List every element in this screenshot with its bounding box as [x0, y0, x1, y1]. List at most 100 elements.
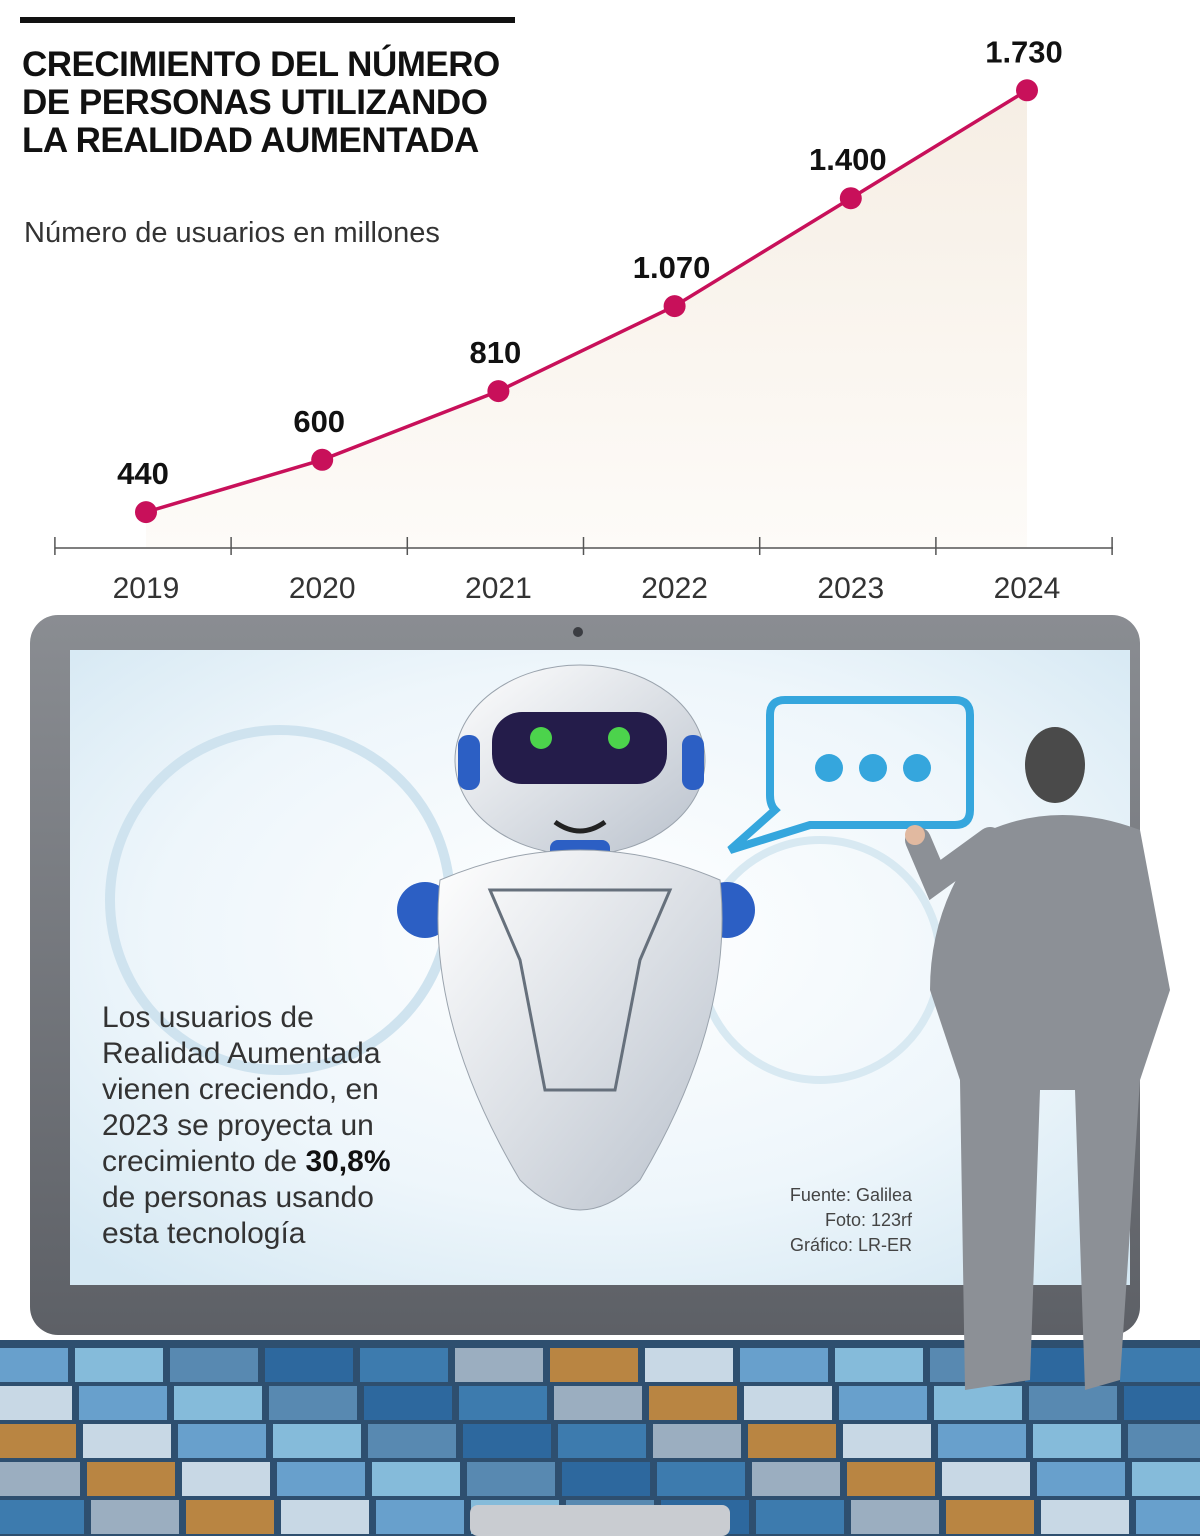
robot-ear: [458, 735, 480, 790]
keyboard-tile: [467, 1462, 555, 1496]
keyboard-tile: [376, 1500, 464, 1534]
keyboard-tile: [1136, 1500, 1200, 1534]
keyboard-tile: [562, 1462, 650, 1496]
man-head: [1025, 727, 1085, 803]
x-tick-label: 2019: [113, 572, 180, 605]
x-tick-label: 2023: [817, 572, 884, 605]
annotation-highlight: 30,8%: [305, 1145, 391, 1178]
x-tick-label: 2022: [641, 572, 708, 605]
chart-subtitle: Número de usuarios en millones: [24, 217, 440, 249]
keyboard-tile: [269, 1386, 357, 1420]
man: [905, 727, 1170, 1390]
keyboard-tiles: [0, 1348, 1200, 1534]
keyboard-tile: [0, 1462, 80, 1496]
bubble-dot: [903, 754, 931, 782]
x-tick-label: 2021: [465, 572, 532, 605]
area: [146, 90, 1027, 548]
keyboard-tile: [1132, 1462, 1200, 1496]
source: Fuente: Galilea: [790, 1185, 913, 1205]
x-tick-label: 2020: [289, 572, 356, 605]
keyboard-tile: [1124, 1386, 1200, 1420]
keyboard-tile: [1033, 1424, 1121, 1458]
keyboard-tile: [372, 1462, 460, 1496]
data-label: 810: [470, 335, 522, 370]
keyboard-tile: [653, 1424, 741, 1458]
keyboard-tile: [847, 1462, 935, 1496]
keyboard-tile: [752, 1462, 840, 1496]
webcam: [573, 627, 583, 637]
keyboard-tile: [364, 1386, 452, 1420]
data-point: [311, 448, 334, 471]
decoration: [0, 17, 1200, 1536]
keyboard-tile: [748, 1424, 836, 1458]
keyboard-tile: [281, 1500, 369, 1534]
robot-smile: [553, 819, 607, 834]
keyboard-tile: [843, 1424, 931, 1458]
robot-body: [437, 849, 723, 1211]
keyboard-tile: [835, 1348, 923, 1382]
keyboard-tile: [1120, 1348, 1200, 1382]
keyboard-tile: [554, 1386, 642, 1420]
keyboard-tile: [277, 1462, 365, 1496]
keyboard-tile: [649, 1386, 737, 1420]
keyboard-tile: [657, 1462, 745, 1496]
keyboard-tile: [550, 1348, 638, 1382]
man-suit: [930, 815, 1170, 1390]
robot-eye: [530, 727, 552, 749]
data-label: 1.730: [985, 34, 1063, 69]
keyboard-tile: [360, 1348, 448, 1382]
data-point: [839, 187, 862, 210]
keyboard-tile: [0, 1424, 76, 1458]
keyboard-tile: [459, 1386, 547, 1420]
keyboard-tile: [938, 1424, 1026, 1458]
keyboard-tile: [273, 1424, 361, 1458]
trackpad: [470, 1505, 730, 1536]
keyboard-tile: [455, 1348, 543, 1382]
data-label: 1.070: [633, 250, 711, 285]
keyboard-tile: [170, 1348, 258, 1382]
data-point: [1016, 79, 1038, 102]
keyboard-tile: [178, 1424, 266, 1458]
bubble-dot: [859, 754, 887, 782]
man-hand: [905, 825, 925, 845]
keyboard-tile: [174, 1386, 262, 1420]
keyboard-tile: [740, 1348, 828, 1382]
man-arm: [905, 827, 1003, 901]
keyboard-tile: [839, 1386, 927, 1420]
annotation-text: Los usuarios de Realidad Aumentada viene…: [102, 1001, 381, 1178]
annotation-text: de personas usando esta tecnología: [102, 1181, 374, 1250]
keyboard-tile: [1037, 1462, 1125, 1496]
data-label: 1.400: [809, 142, 887, 177]
keyboard-tile: [0, 1348, 68, 1382]
keyboard-tile: [756, 1500, 844, 1534]
chart-title: DE PERSONAS UTILIZANDO: [22, 83, 487, 122]
robot-panel: [487, 888, 673, 1092]
keyboard-tile: [851, 1500, 939, 1534]
annotation: Los usuarios de Realidad Aumentada viene…: [102, 1000, 422, 1252]
data-point: [663, 295, 686, 318]
keyboard-tile: [934, 1386, 1022, 1420]
keyboard-tile: [91, 1500, 179, 1534]
keyboard-tile: [265, 1348, 353, 1382]
bubble-dot: [815, 754, 843, 782]
keyboard-tile: [463, 1424, 551, 1458]
chart-title: LA REALIDAD AUMENTADA: [22, 121, 479, 160]
keyboard-tile: [942, 1462, 1030, 1496]
keyboard-tile: [0, 1386, 72, 1420]
keyboard-tile: [645, 1348, 733, 1382]
speech-bubble: [727, 696, 974, 854]
chart-title: CRECIMIENTO DEL NÚMERO: [22, 44, 500, 84]
data-label: 600: [293, 404, 345, 439]
keyboard-tile: [368, 1424, 456, 1458]
keyboard-tile: [1029, 1386, 1117, 1420]
keyboard-tile: [946, 1500, 1034, 1534]
x-tick-label: 2024: [994, 572, 1061, 605]
data-point: [135, 501, 157, 524]
series-line: [145, 88, 1028, 514]
source: Foto: 123rf: [825, 1210, 913, 1230]
keyboard-tile: [79, 1386, 167, 1420]
keyboard-tile: [186, 1500, 274, 1534]
